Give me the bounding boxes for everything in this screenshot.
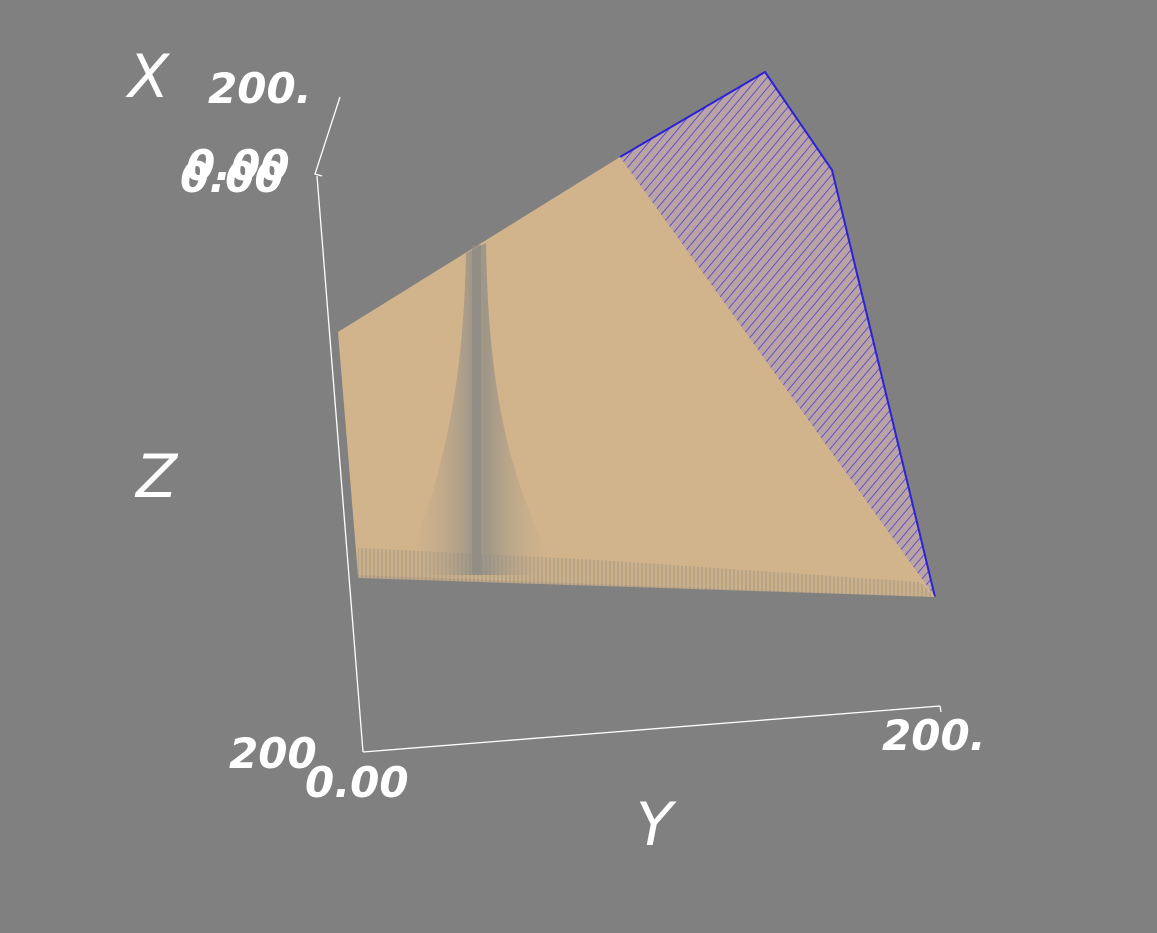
surface-mesh[interactable] — [338, 70, 936, 598]
x-tick-min: 0.00 — [186, 141, 290, 190]
side-edge — [619, 70, 936, 598]
z-axis-line — [316, 175, 364, 753]
y-axis-title: Y — [636, 790, 677, 860]
ridge-core — [472, 245, 481, 575]
z-axis-title: Z — [134, 442, 179, 512]
x-axis-title: X — [125, 42, 171, 112]
y-tick-min: 0.00 — [305, 758, 409, 807]
y-tick-max: 200. — [882, 711, 986, 760]
x-tick-max: 200. — [208, 64, 312, 113]
y-axis-line — [362, 705, 941, 753]
side-face — [620, 72, 935, 597]
x-axis-line — [314, 96, 341, 177]
x-tick-min-overlap: 0.00 — [180, 153, 284, 202]
y-axis-end-tick — [939, 705, 942, 713]
axes — [314, 96, 942, 753]
z-tick-max: 200 — [229, 729, 317, 778]
